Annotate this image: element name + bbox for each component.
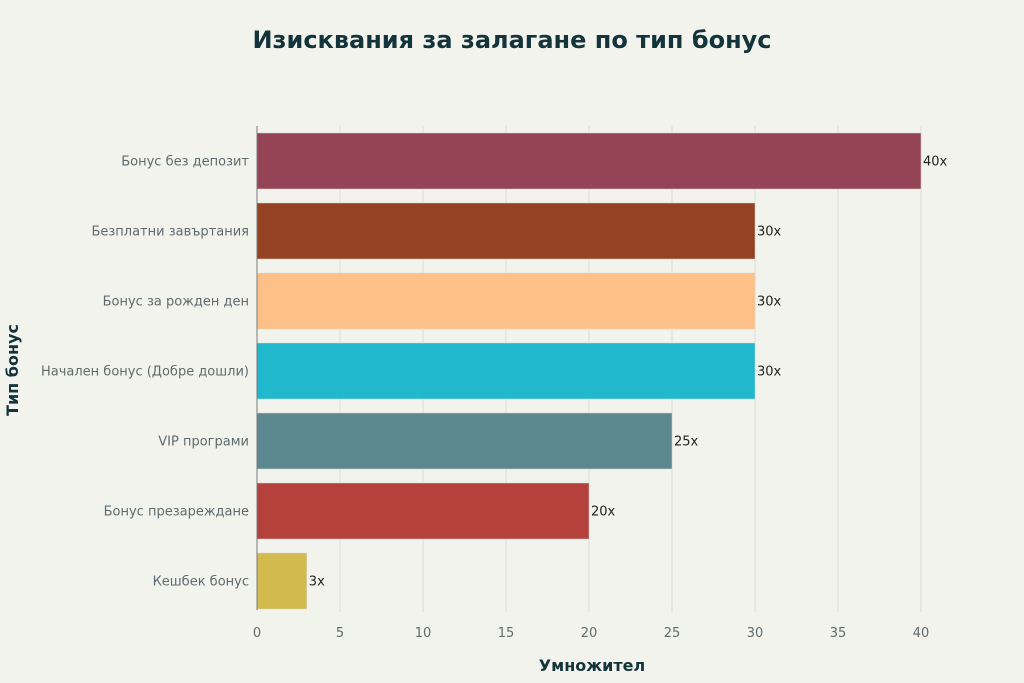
x-tick-label: 30	[747, 626, 764, 641]
x-tick-label: 15	[498, 626, 515, 641]
y-tick-label: Бонус за рожден ден	[103, 295, 249, 310]
x-tick-label: 0	[253, 626, 261, 641]
data-label: 3x	[309, 575, 325, 590]
bar	[256, 482, 590, 540]
y-axis-label: Тип бонус	[3, 324, 22, 416]
x-tick-label: 10	[415, 626, 432, 641]
data-label: 20x	[591, 505, 616, 520]
x-tick-label: 20	[581, 626, 598, 641]
data-label: 40x	[923, 155, 948, 170]
data-label: 30x	[757, 365, 782, 380]
x-tick-label: 35	[830, 626, 847, 641]
bar	[256, 132, 922, 190]
x-tick-label: 5	[336, 626, 344, 641]
data-label: 25x	[674, 435, 699, 450]
data-label: 30x	[757, 295, 782, 310]
y-tick-label: Безплатни завъртания	[91, 225, 249, 240]
bar	[256, 202, 756, 260]
x-axis-label: Умножител	[539, 656, 645, 675]
data-label: 30x	[757, 225, 782, 240]
x-tick-label: 40	[913, 626, 930, 641]
bar	[256, 412, 673, 470]
x-tick-label: 25	[664, 626, 681, 641]
bar	[256, 342, 756, 400]
y-tick-label: Бонус презареждане	[104, 505, 249, 520]
bar	[256, 272, 756, 330]
y-tick-label: Кешбек бонус	[153, 575, 249, 590]
chart-title: Изисквания за залагане по тип бонус	[252, 26, 772, 54]
y-tick-label: VIP програми	[158, 435, 249, 450]
y-tick-label: Бонус без депозит	[121, 155, 249, 170]
bar	[256, 552, 308, 610]
y-tick-label: Начален бонус (Добре дошли)	[41, 365, 249, 380]
